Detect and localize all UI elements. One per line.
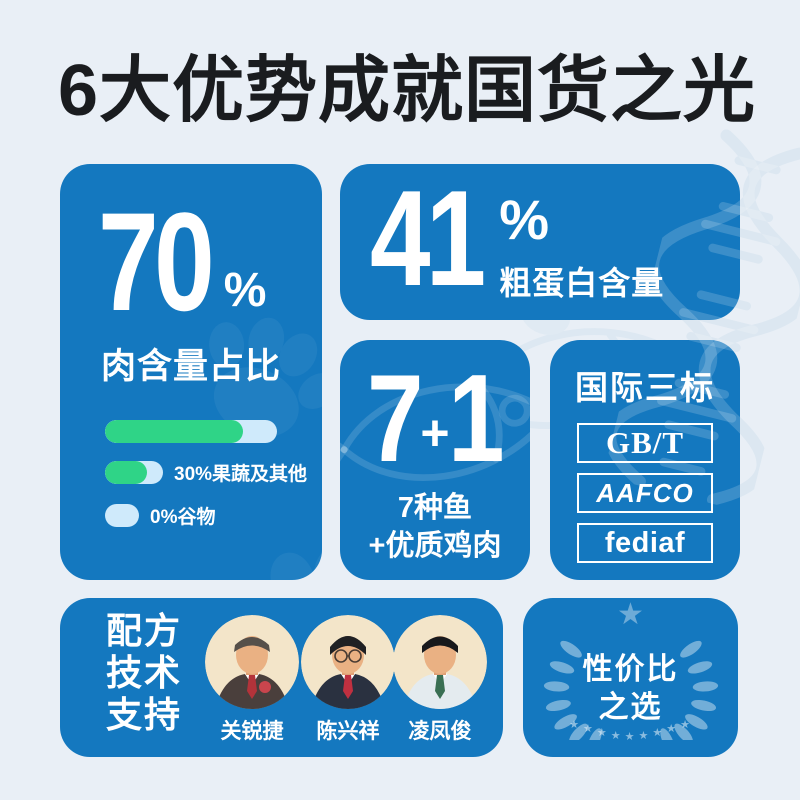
formula-label-line: 配方 — [106, 610, 183, 651]
percent-sign: % — [499, 188, 550, 251]
expert-portrait: 关锐捷 — [205, 615, 299, 745]
standard-badge-fediaf: fediaf — [577, 523, 713, 563]
progress-track — [105, 461, 163, 484]
protein-percentage-value: 41 — [370, 164, 486, 314]
expert-name: 凌凤俊 — [408, 720, 472, 743]
bar-label: 0%谷物 — [150, 507, 216, 528]
fish-count: 7 — [367, 350, 424, 488]
stars-row-icon: ★ ★ ★ ★ ★ ★ ★ ★ ★ — [569, 719, 692, 743]
bar-row-meat — [105, 420, 307, 443]
formula-label: 配方 技术 支持 — [106, 610, 182, 736]
expert-portrait: 陈兴祥 — [301, 615, 395, 745]
protein-label: 粗蛋白含量 — [499, 265, 665, 301]
expert-name: 陈兴祥 — [316, 720, 380, 743]
value-pick-card: ★ — [523, 598, 738, 757]
standard-badge-gbt: GB/T — [577, 423, 713, 463]
progress-fill — [105, 420, 243, 443]
ingredient-bars: 30%果蔬及其他 0%谷物 — [105, 420, 307, 545]
expert-name: 关锐捷 — [220, 720, 284, 743]
protein-content-card: 41 % 粗蛋白含量 — [340, 164, 740, 320]
plus-sign: + — [420, 405, 450, 461]
standards-card: 国际三标 GB/T AAFCO fediaf — [550, 340, 740, 580]
fish-line2: +优质鸡肉 — [368, 529, 502, 562]
progress-track — [105, 420, 277, 443]
formula-support-card: 配方 技术 支持 — [60, 598, 503, 757]
progress-fill — [105, 461, 147, 484]
bar-row-grain: 0%谷物 — [105, 502, 307, 529]
fish-recipe-card: 7 + 1 7种鱼 +优质鸡肉 — [340, 340, 530, 580]
formula-label-line: 支持 — [106, 694, 183, 736]
avatar — [393, 615, 487, 709]
bar-label: 30%果蔬及其他 — [174, 464, 308, 485]
value-pick-line1: 性价比 — [582, 653, 679, 686]
meat-label: 肉含量占比 — [100, 347, 281, 386]
laurel-wreath-icon — [539, 622, 723, 740]
progress-track — [105, 504, 139, 527]
value-pick-line2: 之选 — [598, 691, 663, 724]
meat-percentage-value: 70 — [98, 183, 215, 340]
expert-portrait: 凌凤俊 — [393, 615, 487, 745]
avatar — [301, 615, 395, 709]
chicken-count: 1 — [447, 350, 505, 488]
page-title: 6大优势成就国货之光 — [58, 51, 757, 131]
percent-sign: % — [223, 264, 267, 317]
meat-content-card: 70 % 肉含量占比 30%果蔬及其他 0%谷物 — [60, 164, 322, 580]
standards-title: 国际三标 — [575, 369, 715, 406]
formula-label-line: 技术 — [106, 652, 183, 694]
bar-row-vegetables: 30%果蔬及其他 — [105, 459, 307, 486]
star-icon: ★ — [617, 598, 644, 631]
fish-line1: 7种鱼 — [397, 492, 473, 525]
standard-badge-aafco: AAFCO — [577, 473, 713, 513]
avatar — [205, 615, 299, 709]
